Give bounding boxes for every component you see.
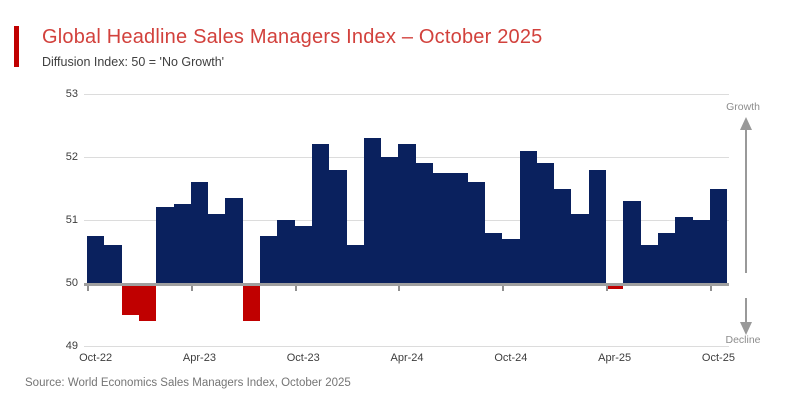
y-axis-label-51: 51 (65, 213, 78, 226)
decline-arrow-down-icon (740, 322, 752, 335)
source-note: Source: World Economics Sales Managers I… (25, 377, 351, 389)
x-axis-label-Apr-23: Apr-23 (182, 352, 216, 364)
chart-bar-Jul-25 (658, 232, 675, 283)
chart-bar-Oct-25 (710, 188, 727, 283)
chart-bar-Apr-23 (191, 182, 208, 283)
chart-bar-Oct-23 (295, 226, 312, 283)
chart-bar-Jun-24 (433, 172, 450, 283)
chart-bar-Apr-24 (398, 144, 416, 283)
decline-arrow-shaft (745, 298, 747, 323)
chart-bar-Apr-25 (606, 283, 623, 290)
chart-bar-Aug-25 (675, 216, 693, 283)
chart-bar-Jul-23 (243, 283, 260, 321)
chart-bar-Mar-25 (589, 169, 606, 283)
x-axis-tick-Oct-22 (87, 286, 89, 291)
x-axis-label-Apr-24: Apr-24 (390, 352, 424, 364)
x-axis-tick-Apr-24 (398, 286, 401, 291)
gridline-53 (84, 93, 729, 95)
chart-bar-Oct-22 (87, 235, 104, 283)
chart-bar-Feb-25 (571, 213, 589, 283)
chart-bar-Dec-24 (537, 163, 554, 283)
y-axis-label-50: 50 (65, 276, 78, 289)
x-axis-tick-Apr-25 (606, 286, 608, 291)
x-axis-label-Oct-22: Oct-22 (79, 352, 113, 364)
chart-bar-Sep-24 (485, 232, 502, 283)
gridline-49 (84, 345, 729, 347)
x-axis-label-Oct-24: Oct-24 (494, 352, 528, 364)
chart-bar-May-25 (623, 201, 641, 283)
x-axis-label-Oct-23: Oct-23 (286, 352, 320, 364)
chart-bar-Aug-23 (260, 235, 277, 283)
growth-arrow-shaft (745, 129, 747, 273)
growth-label: Growth (726, 101, 760, 113)
chart-bar-Feb-24 (364, 138, 381, 283)
title-accent-bar (14, 26, 19, 67)
x-axis-tick-Apr-23 (190, 286, 193, 291)
chart-subtitle: Diffusion Index: 50 = 'No Growth' (42, 55, 225, 69)
x-axis-tick-Oct-25 (709, 286, 712, 291)
chart-bar-Jan-23 (139, 283, 156, 321)
chart-bar-Jul-24 (450, 172, 468, 283)
chart-bar-Nov-23 (312, 144, 329, 283)
y-axis-label-53: 53 (65, 87, 78, 100)
x-axis-tick-Oct-23 (294, 286, 297, 291)
zero-axis-line (84, 283, 729, 286)
chart-bar-Jan-24 (347, 245, 364, 283)
y-axis-label-49: 49 (65, 339, 78, 352)
chart-bar-Jun-23 (225, 197, 243, 283)
chart-bar-Sep-25 (693, 220, 710, 283)
chart-header: Global Headline Sales Managers Index – O… (14, 26, 543, 69)
chart-bar-Jan-25 (554, 188, 571, 283)
chart-title: Global Headline Sales Managers Index – O… (42, 26, 543, 48)
x-axis-label-Oct-25: Oct-25 (701, 352, 735, 364)
chart-bar-May-23 (208, 213, 225, 283)
x-axis-label-Apr-25: Apr-25 (598, 352, 632, 364)
chart-bar-Nov-24 (520, 150, 537, 283)
chart-bar-Nov-22 (104, 245, 122, 283)
y-axis-label-52: 52 (65, 150, 78, 163)
x-axis-tick-Oct-24 (502, 286, 505, 291)
growth-arrow-up-icon (740, 117, 752, 130)
chart-bar-Mar-23 (174, 204, 191, 283)
chart-bar-Mar-24 (381, 157, 398, 283)
chart-bar-Oct-24 (502, 238, 520, 283)
decline-label: Decline (725, 334, 761, 346)
header-text-block: Global Headline Sales Managers Index – O… (42, 26, 543, 69)
chart-bar-Dec-23 (329, 169, 347, 283)
chart-bar-Sep-23 (277, 220, 295, 283)
chart-bar-Dec-22 (122, 283, 139, 315)
chart-bar-May-24 (416, 163, 433, 283)
chart-bar-Jun-25 (641, 245, 658, 283)
chart-bar-Aug-24 (468, 182, 485, 283)
chart-bar-Feb-23 (156, 207, 174, 283)
